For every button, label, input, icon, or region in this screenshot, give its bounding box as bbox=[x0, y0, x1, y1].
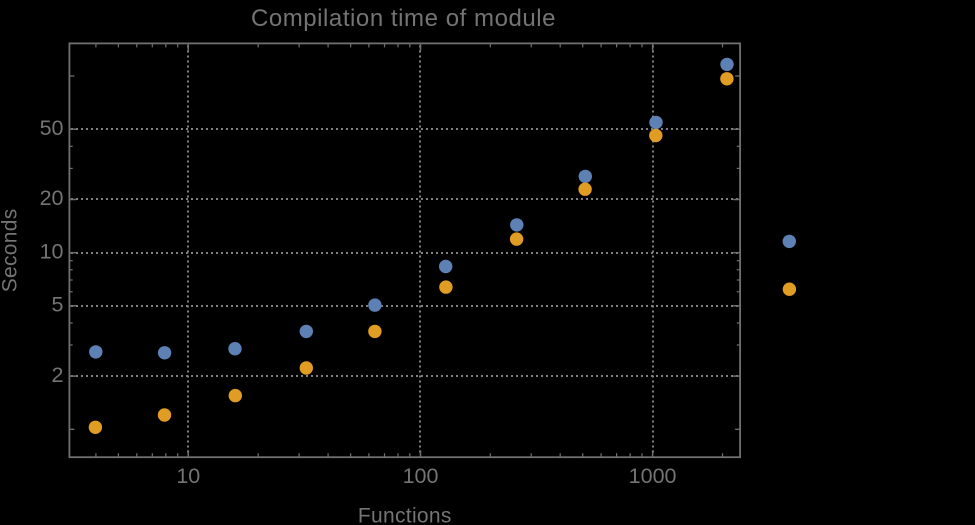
svg-text:10: 10 bbox=[176, 464, 200, 488]
svg-text:50: 50 bbox=[40, 116, 64, 140]
svg-text:10: 10 bbox=[40, 239, 64, 263]
svg-text:20: 20 bbox=[40, 186, 64, 210]
svg-text:2: 2 bbox=[52, 363, 64, 387]
svg-text:Seconds: Seconds bbox=[0, 208, 22, 292]
svg-text:5: 5 bbox=[52, 293, 64, 317]
svg-text:Functions: Functions bbox=[358, 505, 452, 525]
svg-text:100: 100 bbox=[403, 464, 439, 488]
svg-text:1000: 1000 bbox=[629, 464, 677, 488]
svg-text:Compilation time of module: Compilation time of module bbox=[251, 5, 556, 32]
